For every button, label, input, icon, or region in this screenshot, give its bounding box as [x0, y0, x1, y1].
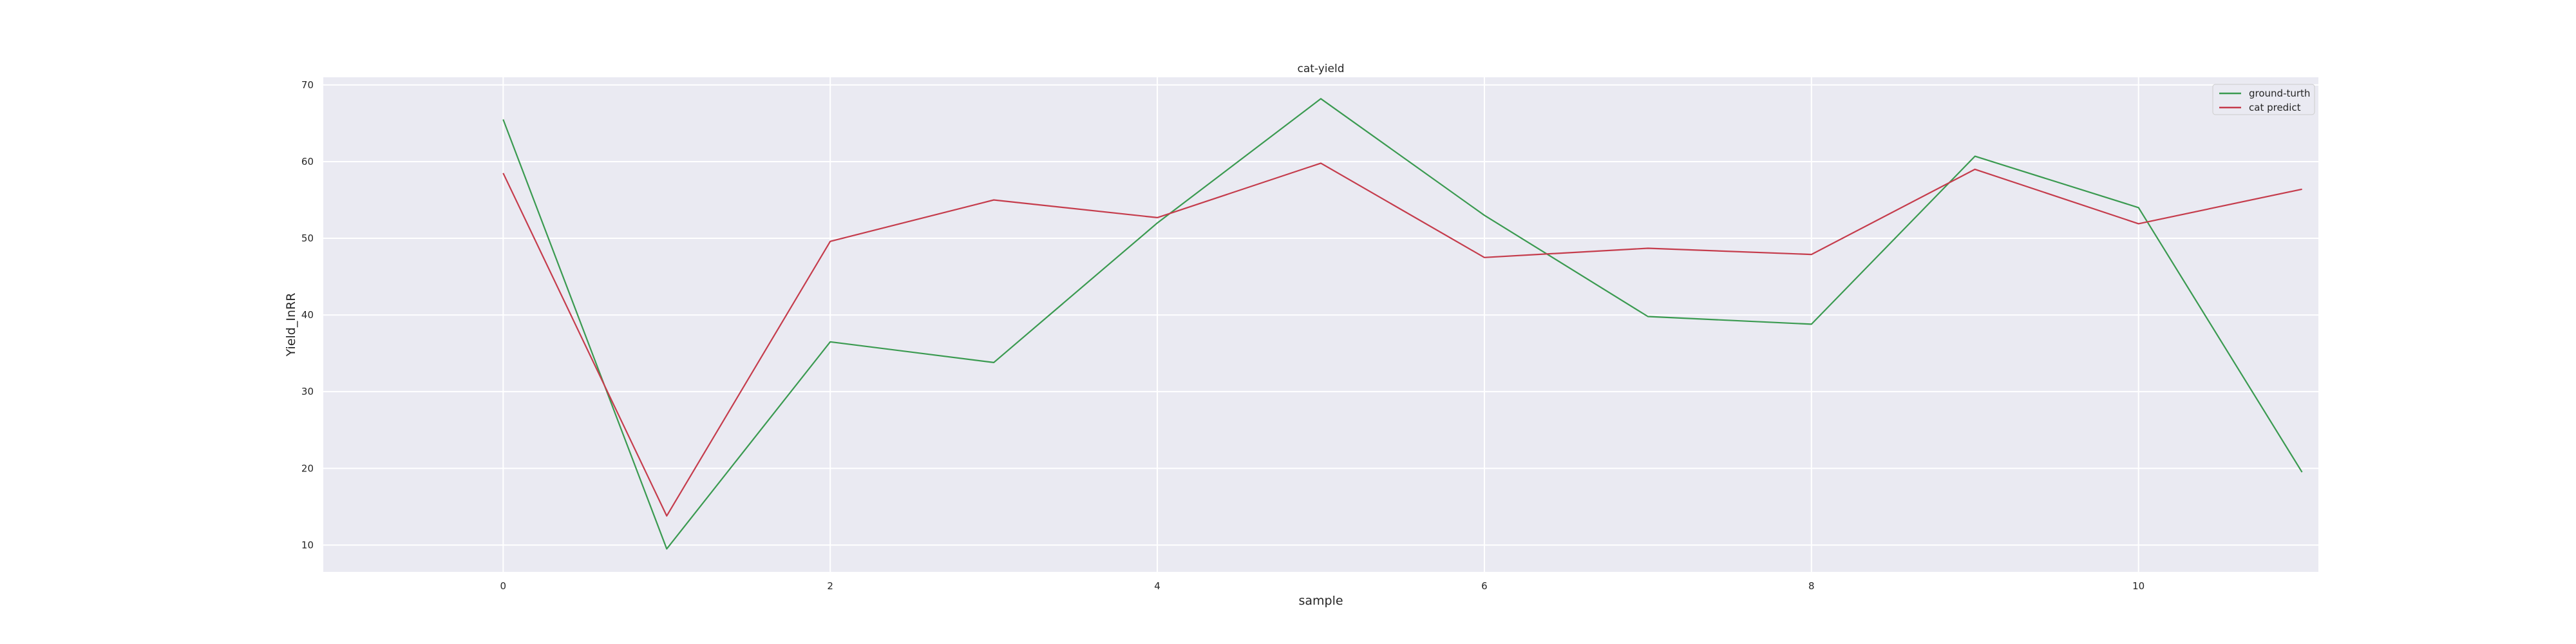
y-tick-label: 70	[301, 79, 314, 91]
legend-label: cat predict	[2249, 102, 2301, 113]
y-tick-label: 20	[301, 462, 314, 474]
y-tick-label: 40	[301, 309, 314, 321]
x-tick-label: 0	[500, 580, 507, 592]
chart-title: cat-yield	[1297, 62, 1344, 75]
y-axis-label: Yield_InRR	[284, 293, 298, 357]
plot-area	[323, 77, 2318, 572]
series-lines	[502, 98, 2303, 550]
y-tick-label: 30	[301, 386, 314, 397]
x-tick-label: 6	[1481, 580, 1488, 592]
x-axis-label: sample	[1298, 594, 1343, 608]
x-tick-label: 8	[1808, 580, 1815, 592]
x-tick-label: 10	[2132, 580, 2145, 592]
x-tick-label: 4	[1154, 580, 1160, 592]
series-line-ground-turth	[502, 98, 2303, 550]
y-tick-label: 50	[301, 232, 314, 244]
grid	[323, 77, 2318, 572]
x-tick-label: 2	[827, 580, 833, 592]
legend: ground-turth cat predict	[2212, 84, 2315, 115]
y-tick-label: 10	[301, 539, 314, 551]
legend-label: ground-turth	[2249, 88, 2310, 99]
series-line-cat-predict	[502, 162, 2302, 517]
tick-labels: 0 2 4 6 8 10 10 20 30 40 50 60 70	[301, 79, 2145, 592]
y-tick-label: 60	[301, 156, 314, 167]
